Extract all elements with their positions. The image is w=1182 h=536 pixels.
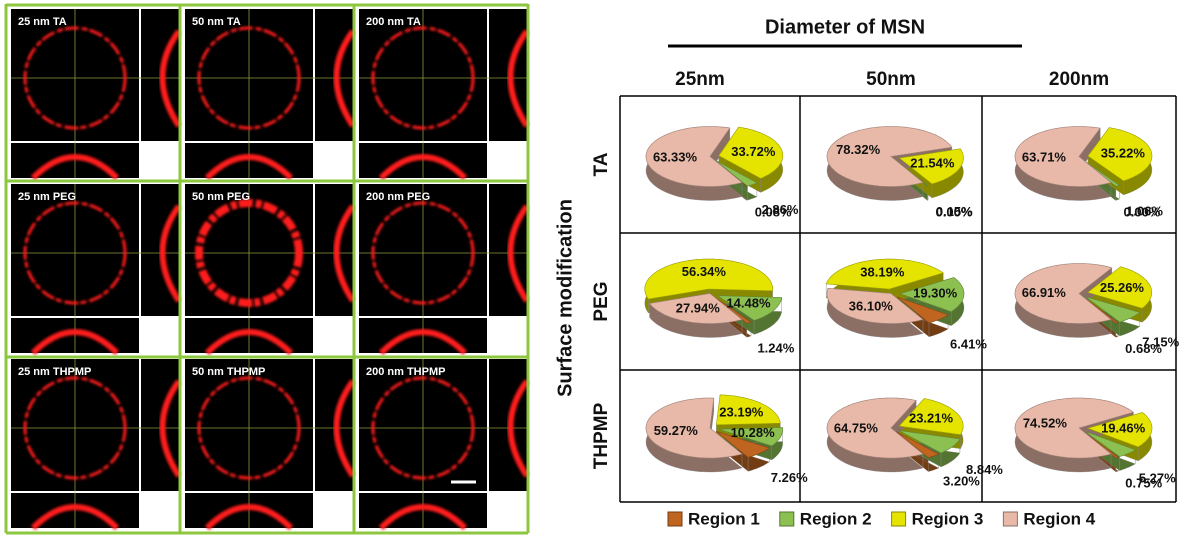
value-label: 21.54% [910, 155, 955, 170]
legend-swatch [1003, 512, 1017, 526]
panel-label: 200 nm TA [366, 16, 421, 28]
panel-label: 50 nm PEG [192, 191, 250, 203]
value-label: 0.15% [936, 204, 973, 219]
value-label: 78.32% [836, 142, 881, 157]
value-label: 27.94% [676, 300, 721, 315]
panel-label: 25 nm PEG [18, 191, 76, 203]
column-label: 25nm [675, 69, 725, 90]
panel-label: 200 nm THPMP [366, 366, 445, 378]
value-label: 8.84% [966, 462, 1003, 477]
legend-swatch [668, 512, 682, 526]
column-title: Diameter of MSN [765, 16, 925, 38]
value-label: 7.15% [1142, 334, 1179, 349]
value-label: 63.71% [1022, 149, 1067, 164]
value-label: 23.19% [719, 405, 764, 420]
legend-label: Region 4 [1023, 509, 1095, 528]
value-label: 36.10% [849, 298, 894, 313]
legend-label: Region 2 [800, 509, 872, 528]
value-label: 33.72% [731, 144, 776, 159]
value-label: 35.22% [1101, 145, 1146, 160]
row-label: TA [591, 152, 612, 176]
column-label: 200nm [1049, 69, 1109, 90]
value-label: 38.19% [860, 264, 905, 279]
value-label: 5.27% [1139, 471, 1176, 486]
value-label: 66.91% [1022, 285, 1067, 300]
value-label: 19.30% [913, 286, 958, 301]
value-label: 2.86% [762, 202, 799, 217]
value-label: 25.26% [1100, 280, 1145, 295]
legend-label: Region 1 [688, 509, 760, 528]
panel-label: 25 nm THPMP [18, 366, 91, 378]
panel-label: 25 nm TA [18, 16, 67, 28]
value-label: 23.21% [909, 411, 954, 426]
panel-label: 50 nm THPMP [192, 366, 265, 378]
panel-label: 200 nm PEG [366, 191, 430, 203]
value-label: 74.52% [1023, 415, 1068, 430]
row-label: PEG [591, 281, 612, 321]
value-label: 1.06% [1126, 204, 1163, 219]
value-label: 14.48% [726, 295, 771, 310]
legend-swatch [892, 512, 906, 526]
value-label: 19.46% [1101, 421, 1146, 436]
legend-label: Region 3 [912, 509, 984, 528]
panel-label: 50 nm TA [192, 16, 241, 28]
row-label: THPMP [591, 402, 612, 469]
value-label: 64.75% [834, 420, 879, 435]
value-label: 63.33% [653, 150, 698, 165]
value-label: 7.26% [771, 470, 808, 485]
value-label: 56.34% [682, 264, 727, 279]
row-title: Surface modification [554, 199, 576, 397]
value-label: 59.27% [654, 423, 699, 438]
value-label: 6.41% [950, 336, 987, 351]
value-label: 1.24% [757, 340, 794, 355]
legend-swatch [780, 512, 794, 526]
value-label: 10.28% [731, 425, 776, 440]
figure: Diameter of MSN Surface modification 25 … [0, 0, 1182, 536]
column-label: 50nm [866, 69, 916, 90]
